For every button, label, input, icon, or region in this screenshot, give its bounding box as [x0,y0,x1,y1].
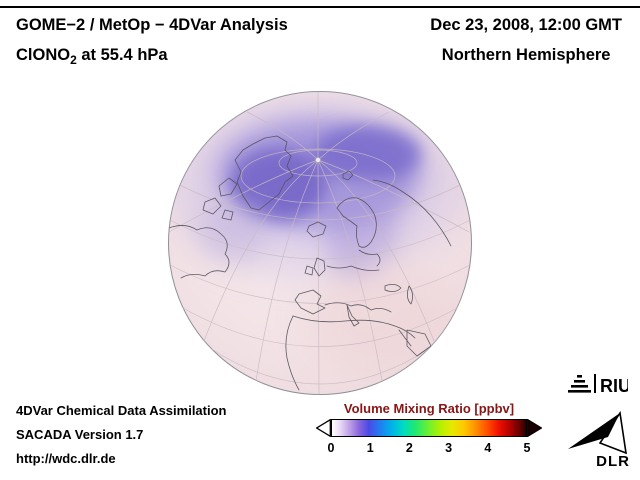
title-line1: GOME−2 / MetOp − 4DVar Analysis [16,16,288,34]
globe-map [168,91,472,395]
colorbar-tick-0: 0 [327,441,335,455]
coastlines [168,135,452,391]
dlr-logo: DLR [568,410,630,469]
colorbar-tick-1: 1 [366,441,374,455]
colorbar-tick-3: 3 [445,441,453,455]
plot-datetime-block: Dec 23, 2008, 12:00 GMT Northern Hemisph… [430,10,622,70]
riu-logo: RIU [568,374,628,396]
top-divider [0,6,640,8]
graticule [168,91,471,395]
title-line2: ClONO2 at 55.4 hPa [16,40,288,75]
colorbar-ticks: 0 1 2 3 4 5 [327,441,531,457]
colorbar-gradient [331,419,527,437]
riu-text: RIU [600,376,628,396]
credit-line2: SACADA Version 1.7 [16,427,144,442]
pressure-level: at 55.4 hPa [76,46,168,64]
colorbar: 0 1 2 3 4 5 [316,419,542,459]
plot-title-block: GOME−2 / MetOp − 4DVar Analysis ClONO2 a… [16,10,288,75]
dlr-emblem-icon [568,410,627,455]
colorbar-tick-2: 2 [405,441,413,455]
hemisphere-label: Northern Hemisphere [441,46,611,64]
credit-url: http://wdc.dlr.de [16,451,116,466]
clono2-field-overlay [169,98,465,373]
credit-line1: 4DVar Chemical Data Assimilation [16,403,227,418]
datetime-label: Dec 23, 2008, 12:00 GMT [430,16,622,34]
colorbar-left-arrow [316,419,331,437]
colorbar-right-arrow [527,419,542,437]
dlr-text: DLR [596,453,630,469]
species-name: ClONO [16,46,71,64]
colorbar-tick-4: 4 [484,441,492,455]
pole-marker [314,157,321,164]
riu-divider [594,374,596,393]
credits-block: 4DVar Chemical Data Assimilation SACADA … [16,399,227,471]
species-subscript: 2 [70,53,77,67]
colorbar-tick-5: 5 [523,441,531,455]
riu-triangle-icon [568,375,591,393]
colorbar-label: Volume Mixing Ratio [ppbv] [343,401,515,416]
